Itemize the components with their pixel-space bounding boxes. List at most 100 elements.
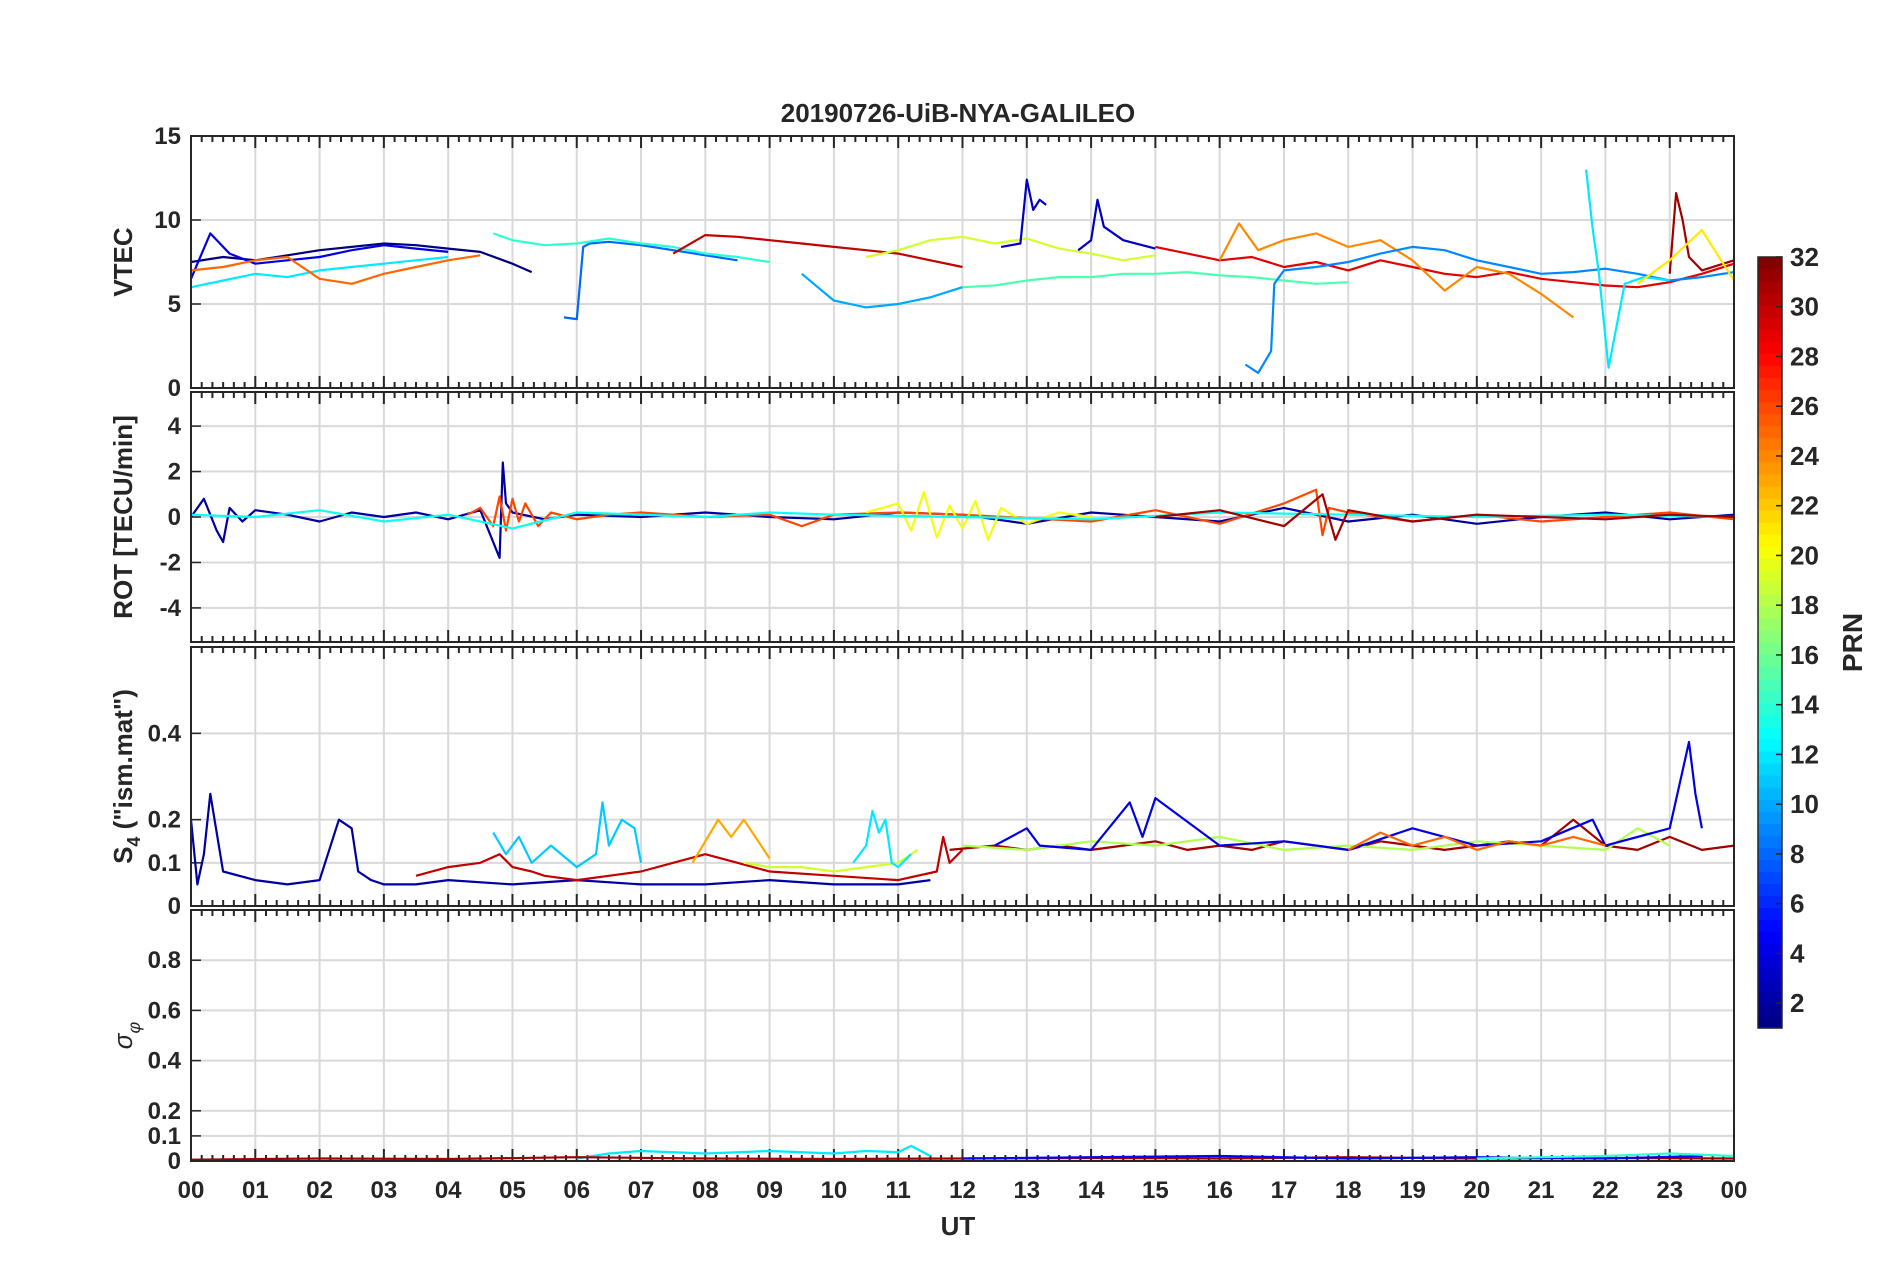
y-tick-label: 0 (168, 504, 181, 531)
colorbar-segment (1758, 678, 1782, 692)
colorbar-segment (1758, 775, 1782, 788)
colorbar-segment (1758, 413, 1782, 427)
series-line-prn-12 (191, 255, 449, 289)
panel-2: -4 -2 0 2 4 ROT [TECU/min] (108, 391, 1735, 643)
series-line-prn-10 (801, 272, 963, 309)
panel-3: 0 0.1 0.2 0.4S4 ("ism.mat") (108, 646, 1735, 920)
series-line-prn-18 (962, 827, 1671, 852)
colorbar-segment (1758, 389, 1782, 403)
series-line-prn-3 (1000, 178, 1047, 248)
series-line-prn-12 (1585, 169, 1670, 369)
y-tick-label: 0.6 (148, 997, 181, 1024)
colorbar-segment (1758, 305, 1782, 318)
x-tick-label: 02 (306, 1177, 333, 1204)
x-tick-label: 19 (1399, 1177, 1426, 1204)
colorbar-segment (1758, 353, 1782, 367)
series-line-prn-4 (191, 232, 449, 280)
series-line-prn-15 (962, 271, 1349, 289)
series-line-prn-3 (1077, 198, 1156, 252)
series-line-prn-20 (865, 490, 1092, 541)
series-group (191, 740, 1734, 886)
colorbar-segment (1758, 979, 1782, 993)
y-tick-label: 0.8 (148, 947, 181, 974)
colorbar-tick-label: 28 (1790, 341, 1819, 371)
colorbar-segment (1758, 943, 1782, 957)
y-tick-label: 0 (168, 375, 181, 402)
series-group (191, 461, 1734, 560)
colorbar-segment (1758, 787, 1782, 800)
colorbar-segment (1758, 702, 1782, 716)
x-tick-label: 14 (1078, 1177, 1105, 1204)
x-tick-label: 07 (628, 1177, 655, 1204)
y-axis-label: ROT [TECU/min] (108, 415, 138, 619)
colorbar-tick-label: 4 (1790, 938, 1805, 968)
series-line-prn-1 (191, 242, 533, 274)
colorbar-segment (1758, 618, 1782, 632)
colorbar-label: PRN (1837, 613, 1868, 672)
y-tick-label: 0.2 (148, 1098, 181, 1125)
colorbar-segment (1758, 871, 1782, 885)
series-line-prn-9 (1244, 245, 1734, 374)
colorbar-segment (1758, 835, 1782, 848)
x-tick-label: 18 (1335, 1177, 1362, 1204)
colorbar-segment (1758, 823, 1782, 836)
y-tick-label: 2 (168, 459, 181, 486)
y-tick-label: 0.4 (148, 1048, 182, 1075)
x-tick-label: 05 (499, 1177, 526, 1204)
series-group (191, 169, 1734, 374)
colorbar-segment (1758, 425, 1782, 439)
colorbar-segment (1758, 269, 1782, 282)
y-tick-label: -2 (160, 549, 181, 576)
colorbar-segment (1758, 762, 1782, 776)
x-tick-label: 16 (1206, 1177, 1233, 1204)
colorbar-segment (1758, 690, 1782, 704)
x-tick-label: 01 (242, 1177, 269, 1204)
colorbar-tick-label: 32 (1790, 242, 1819, 272)
series-line-prn-14 (1476, 1152, 1734, 1160)
x-tick-label: 12 (949, 1177, 976, 1204)
series-line-prn-19 (865, 235, 1156, 262)
colorbar-segment (1758, 437, 1782, 451)
y-tick-label: 0.2 (148, 807, 181, 834)
colorbar-segment (1758, 895, 1782, 909)
colorbar-segment (1758, 485, 1782, 499)
colorbar-tick-label: 26 (1790, 391, 1819, 421)
colorbar-tick-label: 6 (1790, 889, 1804, 919)
colorbar-segment (1758, 317, 1782, 330)
series-line-prn-23 (691, 818, 771, 864)
colorbar-frame (1757, 256, 1783, 1029)
series-line-prn-31 (1668, 192, 1734, 274)
series-line-prn-12 (852, 809, 912, 869)
panel-frame (190, 909, 1735, 1162)
colorbar-segment (1758, 738, 1782, 752)
colorbar-segment (1758, 847, 1782, 860)
x-tick-label: 21 (1528, 1177, 1555, 1204)
x-tick-label: 00 (178, 1177, 205, 1204)
x-tick-label: 00 (1721, 1177, 1748, 1204)
x-tick-label: 03 (371, 1177, 398, 1204)
colorbar-tick-label: 16 (1790, 640, 1819, 670)
colorbar-segment (1758, 606, 1782, 620)
colorbar-tick-label: 20 (1790, 540, 1819, 570)
series-line-prn-2 (191, 792, 931, 886)
colorbar-segment (1758, 497, 1782, 511)
series-line-prn-30 (415, 835, 964, 882)
colorbar-tick-label: 12 (1790, 739, 1819, 769)
colorbar-segment (1758, 630, 1782, 644)
panel-1: 0 5 10 15 VTEC (108, 123, 1735, 402)
y-tick-label: 15 (154, 123, 181, 150)
series-line-prn-24 (1218, 222, 1574, 319)
x-tick-label: 13 (1013, 1177, 1040, 1204)
colorbar-segment (1758, 883, 1782, 897)
x-axis-label: UT (941, 1211, 976, 1241)
colorbar-segment (1758, 931, 1782, 945)
colorbar-tick-label: 30 (1790, 292, 1819, 322)
series-line-prn-12 (576, 1144, 931, 1160)
colorbar-segment (1758, 473, 1782, 487)
x-tick-label: 17 (1271, 1177, 1298, 1204)
x-tick-label: 09 (756, 1177, 783, 1204)
x-tick-label: 20 (1463, 1177, 1490, 1204)
x-tick-label: 04 (435, 1177, 462, 1204)
y-tick-label: 0 (168, 893, 181, 920)
